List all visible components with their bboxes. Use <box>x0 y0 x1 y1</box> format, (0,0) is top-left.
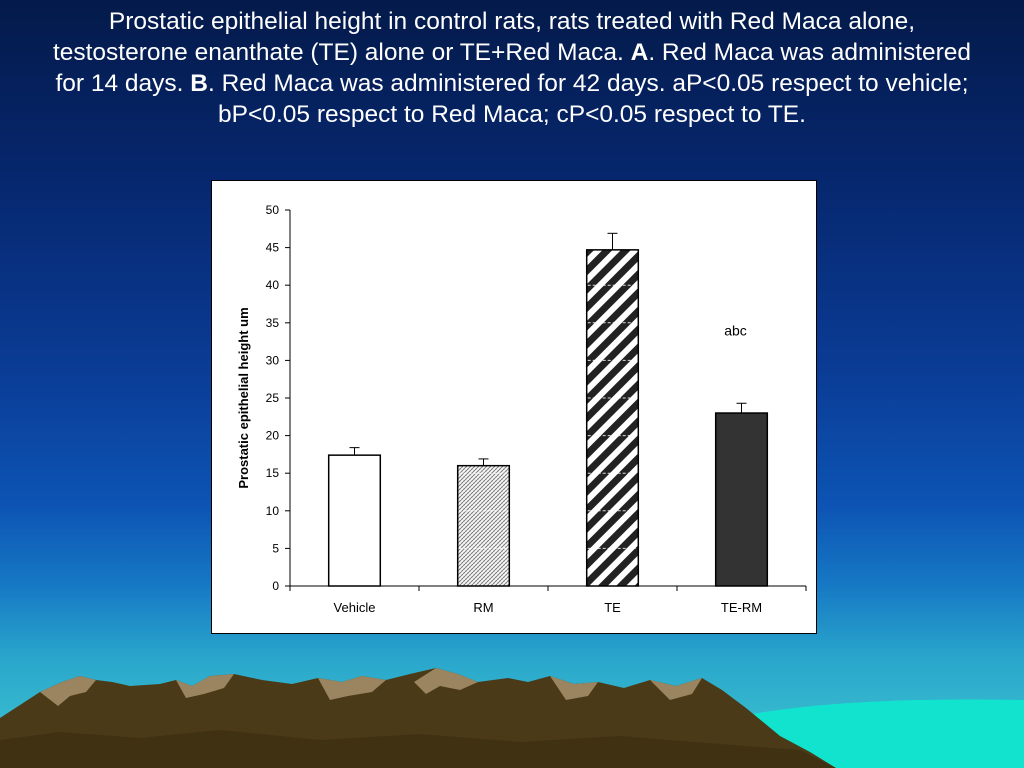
title-text-3: . Red Maca was administered for 42 days.… <box>207 70 969 128</box>
y-tick-label: 40 <box>266 278 280 292</box>
y-tick-label: 15 <box>266 466 280 480</box>
y-tick-label: 30 <box>266 353 280 367</box>
chart-frame: 0 5 10 15 20 25 30 35 40 45 50 Prostatic epithelial… <box>211 180 817 634</box>
y-axis-label: Prostatic epithelial height um <box>236 307 251 488</box>
y-tick-label: 25 <box>266 391 280 405</box>
bar-te <box>585 249 640 587</box>
slide-title: Prostatic epithelial height in control r… <box>40 6 984 130</box>
y-tick-label: 0 <box>272 579 279 593</box>
title-text-1: Prostatic epithelial height in control r… <box>52 8 916 66</box>
bar-chart: 0 5 10 15 20 25 30 35 40 45 50 Prostatic epithelial… <box>236 203 807 615</box>
panel-a-label: A <box>630 39 649 66</box>
bar-rm <box>456 464 511 587</box>
y-tick-label: 35 <box>266 316 280 330</box>
y-tick-label: 10 <box>266 504 280 518</box>
y-tick-label: 20 <box>266 429 280 443</box>
bar-te-rm <box>714 412 769 587</box>
bar-vehicle <box>327 454 382 587</box>
mountain-landscape <box>0 668 1024 768</box>
y-tick-label: 45 <box>266 241 280 255</box>
x-tick-label: TE <box>604 600 621 615</box>
y-tick-label: 50 <box>266 203 280 217</box>
significance-annotation: abc <box>724 322 747 338</box>
panel-b-label: B <box>190 70 208 97</box>
x-tick-label: TE-RM <box>721 600 762 615</box>
x-tick-label: RM <box>473 600 493 615</box>
y-tick-label: 5 <box>272 541 279 555</box>
x-tick-label: Vehicle <box>334 600 376 615</box>
title-text-2: . Red Maca was administered for 14 days. <box>55 39 972 97</box>
